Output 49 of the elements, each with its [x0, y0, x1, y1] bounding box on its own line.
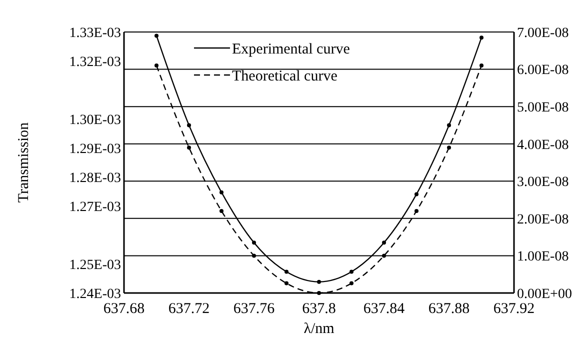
- point: [350, 281, 354, 286]
- point: [447, 146, 451, 150]
- x-tick-label: 637.72: [168, 301, 210, 317]
- point: [350, 270, 354, 274]
- point: [252, 254, 256, 258]
- point: [154, 34, 158, 38]
- y2-tick-label: 4.00E-08: [517, 138, 569, 153]
- point: [382, 254, 386, 258]
- y-tick-label: 1.25E-03: [69, 258, 121, 273]
- y2-tick-label: 0.00E+00: [517, 286, 572, 302]
- point: [154, 64, 158, 68]
- point: [284, 270, 288, 274]
- y2-tick-label: 5.00E-08: [517, 100, 569, 116]
- y-axis-title: Transmission: [16, 122, 32, 203]
- point: [447, 123, 451, 128]
- x-tick-label: 637.68: [103, 301, 145, 317]
- point: [414, 208, 418, 213]
- y2-tick-label: 1.00E-08: [517, 250, 569, 265]
- point: [382, 240, 386, 245]
- x-tick-label: 637.76: [233, 301, 276, 317]
- point: [284, 281, 288, 286]
- point: [187, 146, 191, 150]
- y-tick-label: 1.29E-03: [69, 142, 121, 157]
- y2-tick-label: 2.00E-08: [517, 212, 569, 228]
- y2-tick-label: 3.00E-08: [517, 175, 569, 190]
- point: [480, 64, 484, 68]
- legend-label: Theoretical curve: [232, 68, 338, 84]
- y-tick-label: 1.33E-03: [69, 26, 121, 41]
- point: [480, 36, 484, 40]
- point: [252, 240, 256, 245]
- point: [220, 190, 224, 194]
- y-tick-label: 1.28E-03: [69, 170, 121, 186]
- point: [414, 192, 418, 196]
- legend-label: Experimental curve: [232, 41, 350, 58]
- y-tick-label: 1.32E-03: [69, 54, 121, 70]
- x-axis-title: λ/nm: [304, 321, 335, 337]
- x-tick-label: 637.92: [493, 301, 535, 317]
- point: [317, 280, 321, 284]
- point: [317, 291, 321, 295]
- x-tick-label: 637.84: [363, 301, 406, 317]
- x-tick-label: 637.8: [302, 301, 336, 317]
- y-tick-label: 1.30E-03: [69, 112, 121, 128]
- y2-tick-label: 7.00E-08: [517, 26, 569, 41]
- point: [220, 208, 224, 213]
- y2-tick-label: 6.00E-08: [517, 63, 569, 78]
- x-tick-label: 637.88: [428, 301, 470, 317]
- y-tick-label: 1.24E-03: [69, 286, 121, 302]
- point: [187, 123, 191, 128]
- y-tick-label: 1.27E-03: [69, 200, 121, 215]
